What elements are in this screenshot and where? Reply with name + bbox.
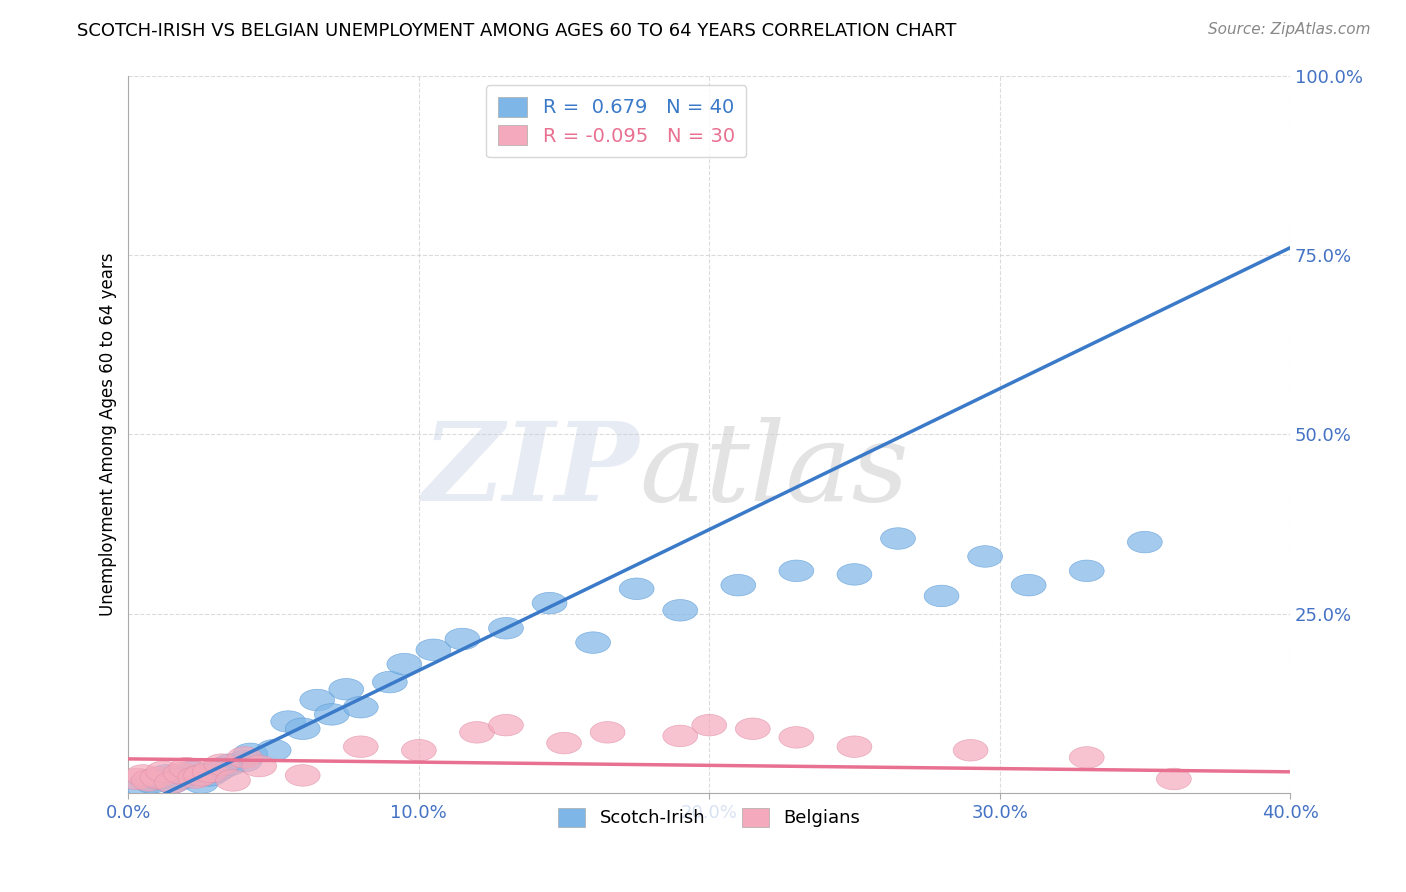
Ellipse shape <box>233 743 269 764</box>
Ellipse shape <box>242 756 277 777</box>
Ellipse shape <box>547 732 582 754</box>
Ellipse shape <box>146 761 181 782</box>
Ellipse shape <box>174 761 209 782</box>
Ellipse shape <box>155 772 190 793</box>
Ellipse shape <box>619 578 654 599</box>
Ellipse shape <box>299 690 335 711</box>
Ellipse shape <box>721 574 755 596</box>
Ellipse shape <box>692 714 727 736</box>
Text: Source: ZipAtlas.com: Source: ZipAtlas.com <box>1208 22 1371 37</box>
Ellipse shape <box>169 757 204 779</box>
Ellipse shape <box>120 768 155 789</box>
Ellipse shape <box>924 585 959 607</box>
Ellipse shape <box>125 764 160 786</box>
Ellipse shape <box>204 754 239 775</box>
Ellipse shape <box>953 739 988 761</box>
Ellipse shape <box>169 764 204 786</box>
Ellipse shape <box>837 736 872 757</box>
Ellipse shape <box>177 767 212 789</box>
Ellipse shape <box>163 763 198 784</box>
Ellipse shape <box>193 764 228 786</box>
Ellipse shape <box>460 722 495 743</box>
Ellipse shape <box>315 704 349 725</box>
Ellipse shape <box>228 747 262 768</box>
Ellipse shape <box>373 672 408 693</box>
Ellipse shape <box>204 757 239 779</box>
Legend: Scotch-Irish, Belgians: Scotch-Irish, Belgians <box>551 801 868 835</box>
Ellipse shape <box>343 736 378 757</box>
Ellipse shape <box>343 697 378 718</box>
Ellipse shape <box>1128 532 1163 553</box>
Ellipse shape <box>444 628 479 649</box>
Ellipse shape <box>184 772 218 793</box>
Ellipse shape <box>163 768 198 789</box>
Ellipse shape <box>1011 574 1046 596</box>
Ellipse shape <box>285 764 321 786</box>
Ellipse shape <box>256 739 291 761</box>
Ellipse shape <box>215 770 250 791</box>
Ellipse shape <box>329 679 364 700</box>
Ellipse shape <box>662 725 697 747</box>
Ellipse shape <box>1157 768 1191 789</box>
Ellipse shape <box>271 711 305 732</box>
Ellipse shape <box>880 528 915 549</box>
Text: atlas: atlas <box>640 417 910 524</box>
Ellipse shape <box>575 632 610 653</box>
Ellipse shape <box>131 770 166 791</box>
Text: SCOTCH-IRISH VS BELGIAN UNEMPLOYMENT AMONG AGES 60 TO 64 YEARS CORRELATION CHART: SCOTCH-IRISH VS BELGIAN UNEMPLOYMENT AMO… <box>77 22 956 40</box>
Ellipse shape <box>228 750 262 772</box>
Ellipse shape <box>967 546 1002 567</box>
Ellipse shape <box>488 617 523 639</box>
Text: ZIP: ZIP <box>423 417 640 524</box>
Ellipse shape <box>1070 747 1104 768</box>
Ellipse shape <box>779 560 814 582</box>
Ellipse shape <box>155 772 190 793</box>
Ellipse shape <box>402 739 436 761</box>
Ellipse shape <box>779 727 814 748</box>
Ellipse shape <box>212 754 247 775</box>
Ellipse shape <box>149 764 184 786</box>
Ellipse shape <box>837 564 872 585</box>
Ellipse shape <box>387 653 422 675</box>
Ellipse shape <box>1070 560 1104 582</box>
Ellipse shape <box>193 761 228 782</box>
Ellipse shape <box>416 639 451 661</box>
Ellipse shape <box>135 772 169 793</box>
Y-axis label: Unemployment Among Ages 60 to 64 years: Unemployment Among Ages 60 to 64 years <box>100 252 117 616</box>
Ellipse shape <box>184 764 218 786</box>
Ellipse shape <box>662 599 697 621</box>
Ellipse shape <box>141 768 174 789</box>
Ellipse shape <box>125 775 160 797</box>
Ellipse shape <box>141 767 174 789</box>
Ellipse shape <box>488 714 523 736</box>
Ellipse shape <box>531 592 567 614</box>
Ellipse shape <box>735 718 770 739</box>
Ellipse shape <box>285 718 321 739</box>
Ellipse shape <box>591 722 626 743</box>
Ellipse shape <box>198 761 233 782</box>
